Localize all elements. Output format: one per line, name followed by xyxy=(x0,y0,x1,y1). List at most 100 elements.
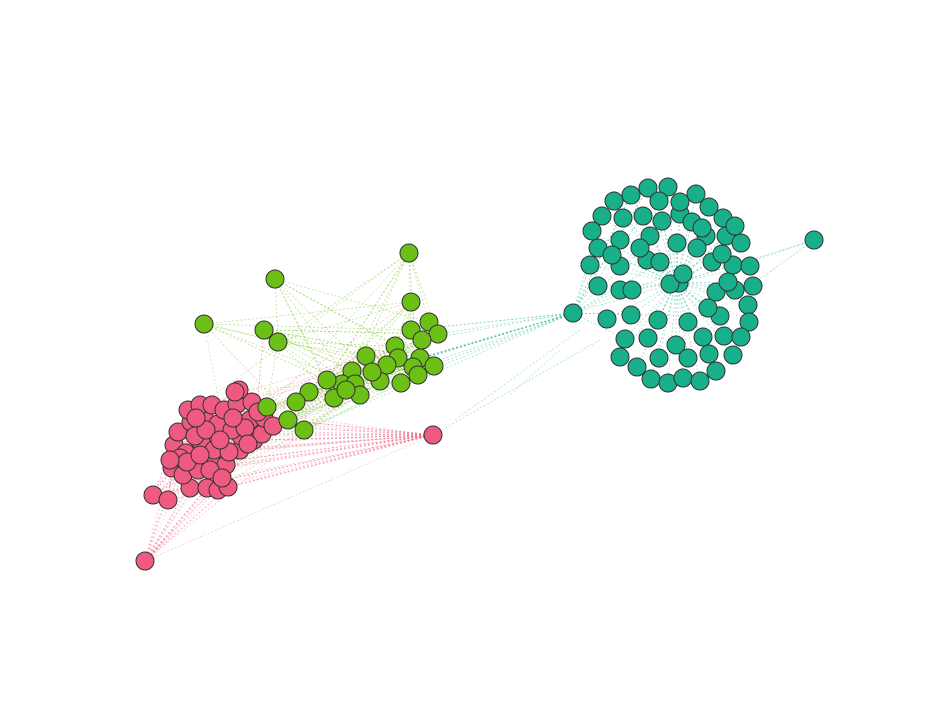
green-node xyxy=(194,314,214,334)
teal-node xyxy=(739,312,759,332)
edge xyxy=(277,341,396,347)
teal-node xyxy=(610,230,630,250)
green-node xyxy=(268,332,288,352)
edge xyxy=(591,230,677,284)
edge xyxy=(182,409,189,476)
edge xyxy=(303,380,381,431)
teal-node xyxy=(731,233,751,253)
edge xyxy=(266,341,279,408)
teal-node xyxy=(563,303,583,323)
edge xyxy=(225,434,434,466)
edge xyxy=(277,301,412,343)
edge xyxy=(203,323,279,343)
teal-node xyxy=(706,361,726,381)
edge xyxy=(675,193,697,284)
teal-node xyxy=(698,298,718,318)
edge xyxy=(386,301,412,366)
teal-node xyxy=(667,233,687,253)
pink-node xyxy=(186,408,206,428)
teal-node xyxy=(678,348,698,368)
pink-node xyxy=(135,551,155,571)
teal-node xyxy=(718,272,738,292)
edge xyxy=(419,312,574,359)
teal-node xyxy=(630,238,650,258)
green-node xyxy=(254,320,274,340)
teal-node xyxy=(699,344,719,364)
edge xyxy=(211,434,434,464)
edge xyxy=(661,220,677,284)
green-node xyxy=(265,269,285,289)
edge xyxy=(572,312,721,317)
edge xyxy=(239,434,434,451)
pink-node xyxy=(190,445,210,465)
edge xyxy=(421,312,574,341)
edge xyxy=(675,261,713,284)
edge xyxy=(199,404,434,436)
edge xyxy=(326,252,410,381)
edge xyxy=(454,329,581,421)
nodes-layer xyxy=(135,177,824,571)
pink-node xyxy=(225,382,245,402)
edge xyxy=(410,312,574,331)
teal-node xyxy=(673,264,693,284)
teal-node xyxy=(649,348,669,368)
edge xyxy=(228,252,410,453)
edge xyxy=(658,282,677,359)
edge xyxy=(303,333,439,431)
teal-node xyxy=(582,221,602,241)
edge xyxy=(675,235,727,284)
teal-node xyxy=(638,178,658,198)
edge xyxy=(287,383,343,421)
edge xyxy=(675,282,717,293)
edge xyxy=(303,370,353,431)
edge xyxy=(185,434,434,454)
teal-node xyxy=(673,368,693,388)
edge xyxy=(209,434,434,471)
teal-node xyxy=(592,206,612,226)
teal-node xyxy=(604,191,624,211)
green-node xyxy=(336,380,356,400)
teal-node xyxy=(621,305,641,325)
edge xyxy=(144,434,434,562)
edge xyxy=(274,278,430,323)
teal-node xyxy=(743,276,763,296)
teal-node xyxy=(627,357,647,377)
edge xyxy=(408,252,430,323)
green-node xyxy=(294,420,314,440)
green-node xyxy=(356,346,376,366)
edge xyxy=(274,278,279,343)
green-node xyxy=(401,292,421,312)
teal-node xyxy=(731,327,751,347)
edge xyxy=(203,301,412,325)
teal-node xyxy=(633,206,653,226)
teal-node xyxy=(693,327,713,347)
edge xyxy=(419,312,574,359)
pink-node xyxy=(210,430,230,450)
green-node xyxy=(299,382,319,402)
edge xyxy=(253,434,434,441)
teal-node xyxy=(699,197,719,217)
teal-node xyxy=(660,274,680,294)
teal-node xyxy=(670,192,690,212)
pink-node xyxy=(160,450,180,470)
edge xyxy=(144,469,199,562)
teal-node xyxy=(650,252,670,272)
green-node xyxy=(257,397,277,417)
edge xyxy=(647,187,677,284)
edge xyxy=(274,278,328,381)
teal-node xyxy=(580,255,600,275)
edge xyxy=(437,312,574,335)
teal-node xyxy=(648,310,668,330)
teal-node xyxy=(597,309,617,329)
teal-node xyxy=(723,345,743,365)
edge xyxy=(144,486,229,562)
edge xyxy=(203,323,388,366)
teal-node xyxy=(622,280,642,300)
edge xyxy=(203,323,412,331)
edge xyxy=(408,252,412,331)
edge xyxy=(287,301,412,421)
edge xyxy=(206,345,396,489)
edge xyxy=(167,434,434,501)
edge xyxy=(303,312,574,431)
